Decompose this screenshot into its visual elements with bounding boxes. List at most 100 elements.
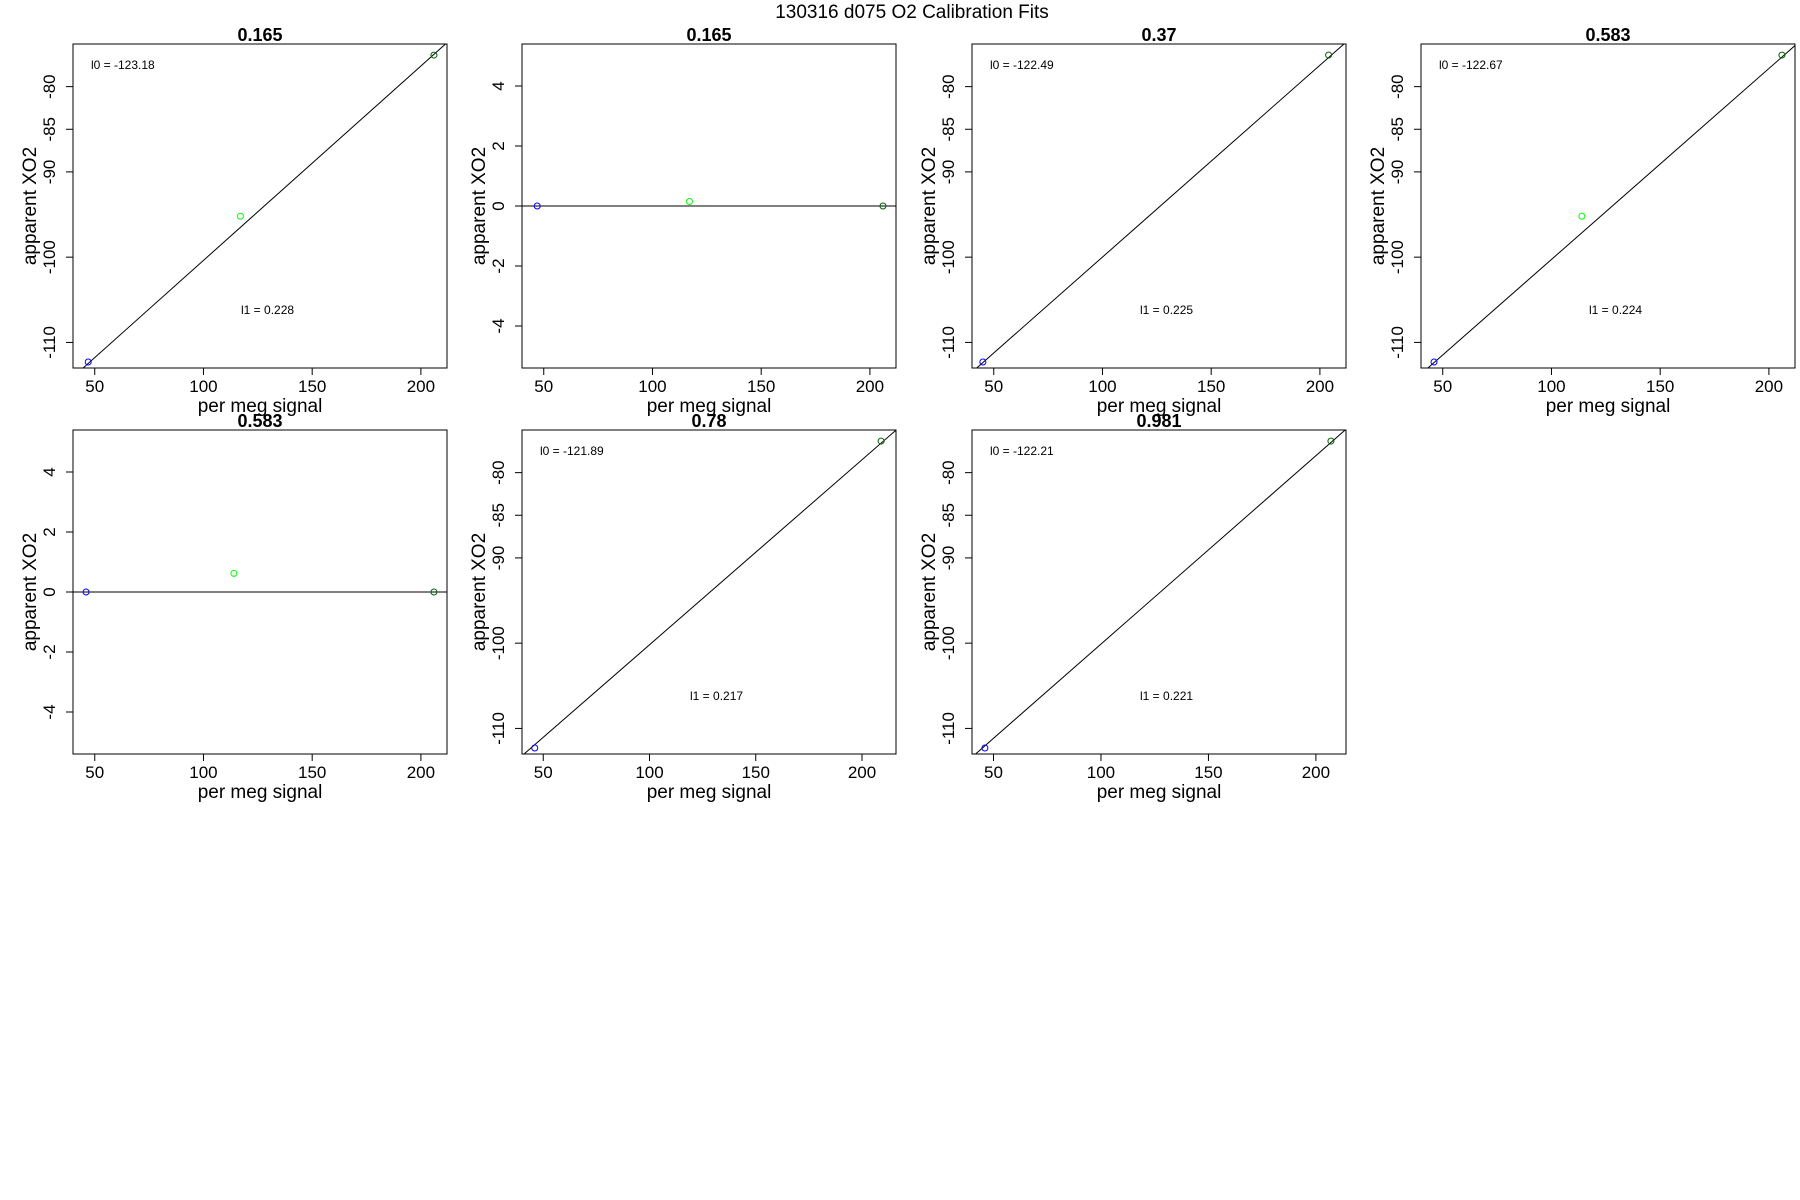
y-tick-label: -4	[40, 704, 59, 719]
y-axis-label: apparent XO2	[919, 533, 940, 651]
slope-annotation: l1 = 0.228	[241, 303, 294, 317]
x-tick-label: 150	[747, 377, 775, 396]
y-tick-label: -2	[489, 258, 508, 273]
figure-title: 130316 d075 O2 Calibration Fits	[775, 2, 1049, 23]
panel-title: 0.981	[1136, 411, 1181, 431]
data-point	[981, 744, 989, 752]
fit-line	[82, 44, 447, 368]
x-axis-label: per meg signal	[1097, 782, 1222, 803]
intercept-annotation: l0 = -122.49	[990, 58, 1054, 72]
panel-title: 0.37	[1141, 25, 1176, 45]
y-tick-label: -85	[939, 503, 958, 528]
y-tick-label: -90	[40, 160, 59, 185]
plot-frame	[971, 429, 1347, 755]
intercept-annotation: l0 = -121.89	[540, 444, 604, 458]
y-tick-label: -110	[1388, 326, 1407, 359]
x-tick-label: 150	[298, 763, 326, 782]
intercept-annotation: l0 = -122.21	[990, 444, 1054, 458]
y-axis-label: apparent XO2	[469, 147, 490, 265]
slope-annotation: l1 = 0.225	[1140, 303, 1193, 317]
y-tick-label: -90	[1388, 160, 1407, 185]
x-tick-label: 100	[1088, 377, 1116, 396]
x-tick-label: 50	[534, 763, 553, 782]
x-tick-label: 100	[1537, 377, 1565, 396]
x-tick-label: 200	[848, 763, 876, 782]
y-tick-label: -85	[1388, 117, 1407, 142]
panel-3: 0.37 50 100 150 200 -110 -100 -90 -85 -80 per meg …	[919, 25, 1347, 417]
y-tick-label: -110	[939, 712, 958, 745]
x-axis-label: per meg signal	[1546, 396, 1671, 417]
x-tick-label: 150	[742, 763, 770, 782]
x-tick-label: 50	[1433, 377, 1452, 396]
y-axis-label: apparent XO2	[919, 147, 940, 265]
x-tick-label: 150	[1646, 377, 1674, 396]
plot-frame	[521, 429, 897, 755]
data-point	[1325, 51, 1333, 59]
intercept-annotation: l0 = -122.67	[1439, 58, 1503, 72]
data-point	[430, 51, 438, 59]
fit-line	[974, 430, 1346, 754]
y-tick-label: -110	[939, 326, 958, 359]
y-tick-label: 0	[40, 587, 59, 596]
data-point	[82, 588, 90, 596]
data-point	[430, 588, 438, 596]
panel-title: 0.165	[237, 25, 282, 45]
panel-title: 0.583	[237, 411, 282, 431]
intercept-annotation: l0 = -123.18	[91, 58, 155, 72]
panel-grid: 0.165 50 100 150 200 -110 -100 -90 -85 -80 per meg…	[20, 25, 1796, 803]
x-tick-label: 150	[298, 377, 326, 396]
x-axis-label: per meg signal	[198, 782, 323, 803]
x-tick-label: 50	[984, 377, 1003, 396]
y-tick-label: 4	[40, 467, 59, 476]
data-point	[84, 358, 92, 366]
fit-line	[1427, 45, 1795, 368]
y-tick-label: -85	[40, 117, 59, 142]
y-axis-label: apparent XO2	[1368, 147, 1389, 265]
y-tick-label: 0	[489, 201, 508, 210]
y-axis-label: apparent XO2	[20, 533, 41, 651]
data-point	[236, 212, 244, 220]
y-tick-label: -90	[939, 160, 958, 185]
panel-5: 0.583 50 100 150 200 -4 -2 0 2 4 per meg signal app…	[20, 411, 448, 803]
data-point	[685, 198, 693, 205]
plot-frame	[72, 43, 448, 369]
panel-1: 0.165 50 100 150 200 -110 -100 -90 -85 -80 per meg…	[20, 25, 448, 417]
fit-line	[523, 430, 896, 754]
x-tick-label: 100	[189, 763, 217, 782]
y-tick-label: -100	[1388, 240, 1407, 274]
data-point	[979, 358, 987, 366]
x-tick-label: 200	[1302, 763, 1330, 782]
x-tick-label: 200	[1306, 377, 1334, 396]
y-tick-label: -90	[489, 546, 508, 571]
y-tick-label: -80	[1388, 74, 1407, 99]
y-tick-label: -80	[40, 74, 59, 99]
data-point	[877, 437, 885, 445]
x-tick-label: 200	[407, 763, 435, 782]
x-tick-label: 100	[638, 377, 666, 396]
x-tick-label: 150	[1194, 763, 1222, 782]
y-tick-label: -100	[939, 626, 958, 660]
panel-7: 0.981 50 100 150 200 -110 -100 -90 -85 -80 per meg…	[919, 411, 1347, 803]
y-tick-label: -80	[939, 460, 958, 485]
x-axis-label: per meg signal	[647, 782, 772, 803]
plot-frame	[1420, 43, 1796, 369]
y-axis-label: apparent XO2	[20, 147, 41, 265]
data-point	[879, 202, 887, 210]
data-point	[1430, 358, 1438, 366]
x-axis-label: per meg signal	[647, 396, 772, 417]
y-tick-label: -100	[939, 240, 958, 274]
y-tick-label: -2	[40, 644, 59, 659]
y-tick-label: -100	[489, 626, 508, 660]
data-point	[1327, 437, 1335, 445]
y-tick-label: -85	[489, 503, 508, 528]
x-tick-label: 200	[856, 377, 884, 396]
x-tick-label: 50	[85, 763, 104, 782]
x-tick-label: 50	[85, 377, 104, 396]
panel-6: 0.78 50 100 150 200 -110 -100 -90 -85 -80 per meg …	[469, 411, 897, 803]
data-point	[531, 744, 539, 752]
panel-4: 0.583 50 100 150 200 -110 -100 -90 -85 -80 per meg…	[1368, 25, 1796, 417]
slope-annotation: l1 = 0.221	[1140, 689, 1193, 703]
y-tick-label: -90	[939, 546, 958, 571]
x-tick-label: 100	[189, 377, 217, 396]
